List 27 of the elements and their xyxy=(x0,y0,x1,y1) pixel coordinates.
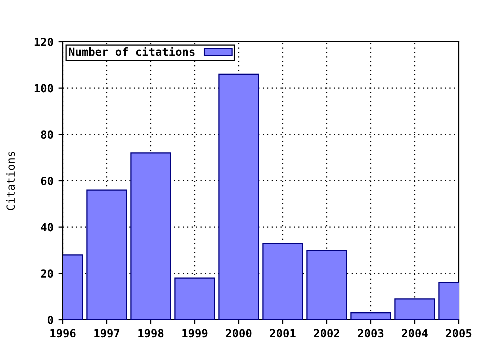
x-tick-label: 2000 xyxy=(226,329,252,338)
bar xyxy=(86,190,128,320)
x-tick-label: 2001 xyxy=(270,329,296,338)
x-tick-label: 2003 xyxy=(358,329,384,338)
y-tick-label: 20 xyxy=(41,270,54,278)
legend-label: Number of citations xyxy=(69,46,195,56)
x-tick-label: 2002 xyxy=(314,329,340,338)
x-tick-label: 1997 xyxy=(94,329,120,338)
bar xyxy=(218,74,260,320)
bar xyxy=(174,278,216,320)
x-tick-label: 1999 xyxy=(182,329,208,338)
bar xyxy=(262,242,304,320)
bar xyxy=(350,312,392,320)
x-tick-label: 1998 xyxy=(138,329,164,338)
y-tick-label: 100 xyxy=(34,84,54,93)
bar xyxy=(130,152,172,320)
y-tick-label: 60 xyxy=(41,176,54,186)
bar xyxy=(394,298,436,320)
x-tick-label: 1996 xyxy=(50,329,76,338)
x-tick-label: 2004 xyxy=(402,329,428,338)
y-tick-label: 120 xyxy=(34,38,54,46)
x-tick-label: 2005 xyxy=(446,329,472,338)
y-axis-title: Citations xyxy=(6,152,16,210)
y-tick-label: 0 xyxy=(48,316,54,324)
y-tick-label: 40 xyxy=(41,223,54,232)
y-tick-label: 80 xyxy=(41,130,54,140)
bar xyxy=(306,250,348,320)
